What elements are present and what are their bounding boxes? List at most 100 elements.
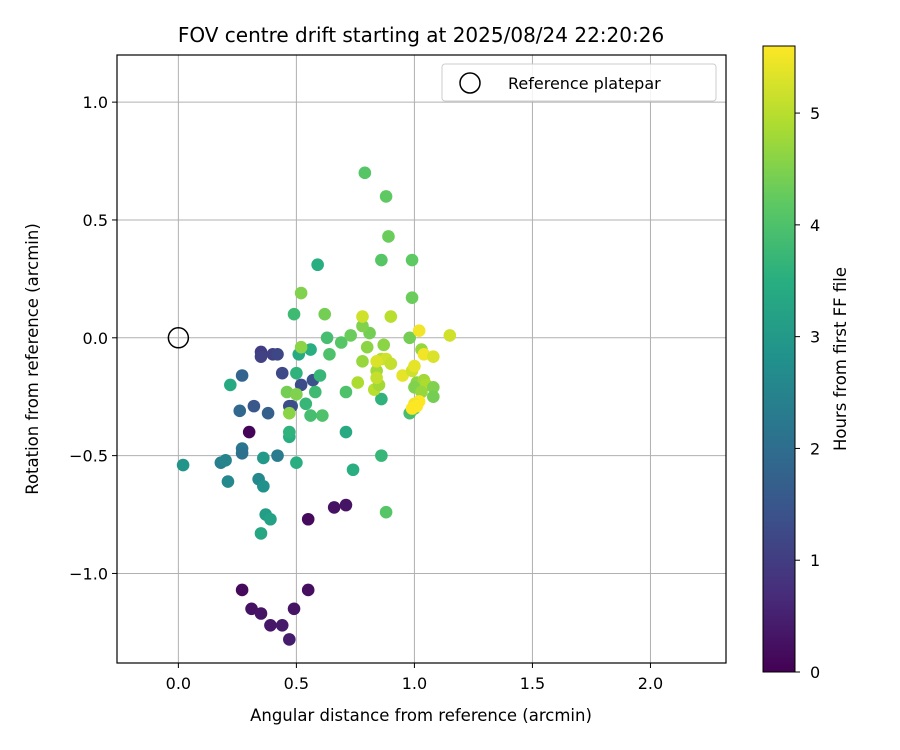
data-point — [235, 583, 249, 597]
data-point — [360, 340, 374, 354]
x-tick-label: 2.0 — [638, 674, 663, 693]
data-point — [427, 350, 440, 363]
data-point — [316, 409, 329, 422]
data-point — [375, 449, 388, 462]
data-point — [235, 369, 249, 382]
data-point — [287, 307, 301, 321]
data-point — [370, 355, 383, 368]
data-point — [320, 331, 334, 345]
data-point — [318, 307, 332, 321]
data-point — [417, 347, 431, 361]
data-point — [301, 583, 315, 597]
data-point — [356, 319, 369, 333]
legend-entry: Reference platepar — [508, 74, 661, 93]
data-point — [275, 618, 289, 632]
data-point — [254, 607, 268, 620]
reference-marker — [167, 327, 190, 349]
data-point — [224, 378, 237, 392]
data-point — [412, 324, 426, 338]
x-tick-label: 0.0 — [166, 674, 191, 693]
x-tick-label: 0.5 — [284, 674, 309, 693]
data-point — [247, 399, 261, 413]
data-point — [271, 449, 284, 462]
data-point — [351, 376, 365, 389]
grid-lines — [117, 55, 726, 663]
colorbar-tick-label: 0 — [810, 663, 820, 682]
y-tick-label: 0.5 — [83, 211, 108, 230]
data-point — [415, 385, 428, 399]
colorbar-gradient — [762, 45, 796, 673]
data-point — [356, 310, 369, 323]
data-point — [396, 369, 409, 382]
colorbar-tick-label: 1 — [810, 551, 820, 570]
data-point — [427, 390, 440, 404]
data-point — [346, 463, 360, 477]
data-point — [304, 343, 317, 356]
colorbar-ticks: 0 1 2 3 4 5 — [795, 104, 820, 682]
data-point — [299, 397, 313, 411]
data-point — [403, 331, 416, 345]
x-tick-label: 1.5 — [520, 674, 545, 693]
data-point — [384, 357, 398, 371]
data-point — [264, 512, 277, 526]
y-tick-label: 0.0 — [83, 329, 108, 348]
y-tick-label: −1.0 — [69, 564, 108, 583]
data-point — [176, 458, 190, 472]
data-point — [356, 355, 369, 368]
data-point — [264, 618, 277, 632]
data-point — [370, 371, 383, 385]
chart-title: FOV centre drift starting at 2025/08/24 … — [178, 23, 664, 47]
data-point — [233, 404, 247, 418]
x-tick-label: 1.0 — [402, 674, 427, 693]
data-point — [405, 291, 419, 305]
data-point — [280, 385, 294, 399]
data-point — [304, 409, 317, 422]
colorbar: 0 1 2 3 4 5 Hours from first FF file — [762, 45, 850, 682]
data-point — [379, 190, 393, 203]
colorbar-tick-label: 5 — [810, 104, 820, 123]
y-axis: −1.0 −0.5 0.0 0.5 1.0 — [69, 93, 117, 583]
y-tick-label: −0.5 — [69, 447, 108, 466]
data-point — [313, 369, 327, 382]
data-point — [294, 340, 308, 354]
data-point — [334, 336, 348, 349]
data-point — [301, 512, 315, 526]
y-axis-label: Rotation from reference (arcmin) — [23, 223, 42, 495]
colorbar-tick-label: 3 — [810, 328, 820, 347]
data-point — [294, 286, 308, 300]
data-point — [339, 385, 353, 399]
data-point — [384, 310, 398, 323]
data-point — [358, 166, 372, 180]
data-point — [379, 505, 393, 519]
legend-marker — [459, 72, 481, 94]
data-point — [221, 475, 235, 488]
plot-frame — [116, 54, 727, 664]
data-point — [275, 366, 289, 380]
data-point — [219, 454, 232, 467]
data-point — [405, 253, 419, 267]
data-point — [427, 380, 440, 394]
data-point — [290, 456, 303, 469]
data-point — [339, 498, 353, 512]
data-point — [257, 451, 270, 465]
data-point — [339, 425, 353, 439]
data-point — [283, 425, 296, 439]
x-axis-label: Angular distance from reference (arcmin) — [250, 706, 592, 725]
data-point — [245, 602, 258, 616]
legend-box — [441, 63, 717, 102]
data-point — [242, 425, 256, 439]
data-point — [308, 385, 322, 399]
data-point — [290, 366, 303, 380]
data-point — [283, 633, 296, 646]
data-point — [327, 501, 341, 514]
data-point — [311, 258, 324, 272]
colorbar-tick-label: 4 — [810, 216, 820, 235]
data-point — [323, 347, 336, 361]
data-point — [290, 388, 303, 401]
data-point — [254, 350, 268, 363]
data-point — [382, 230, 395, 243]
data-point — [443, 329, 457, 342]
data-point — [410, 399, 424, 413]
data-point — [261, 406, 275, 420]
